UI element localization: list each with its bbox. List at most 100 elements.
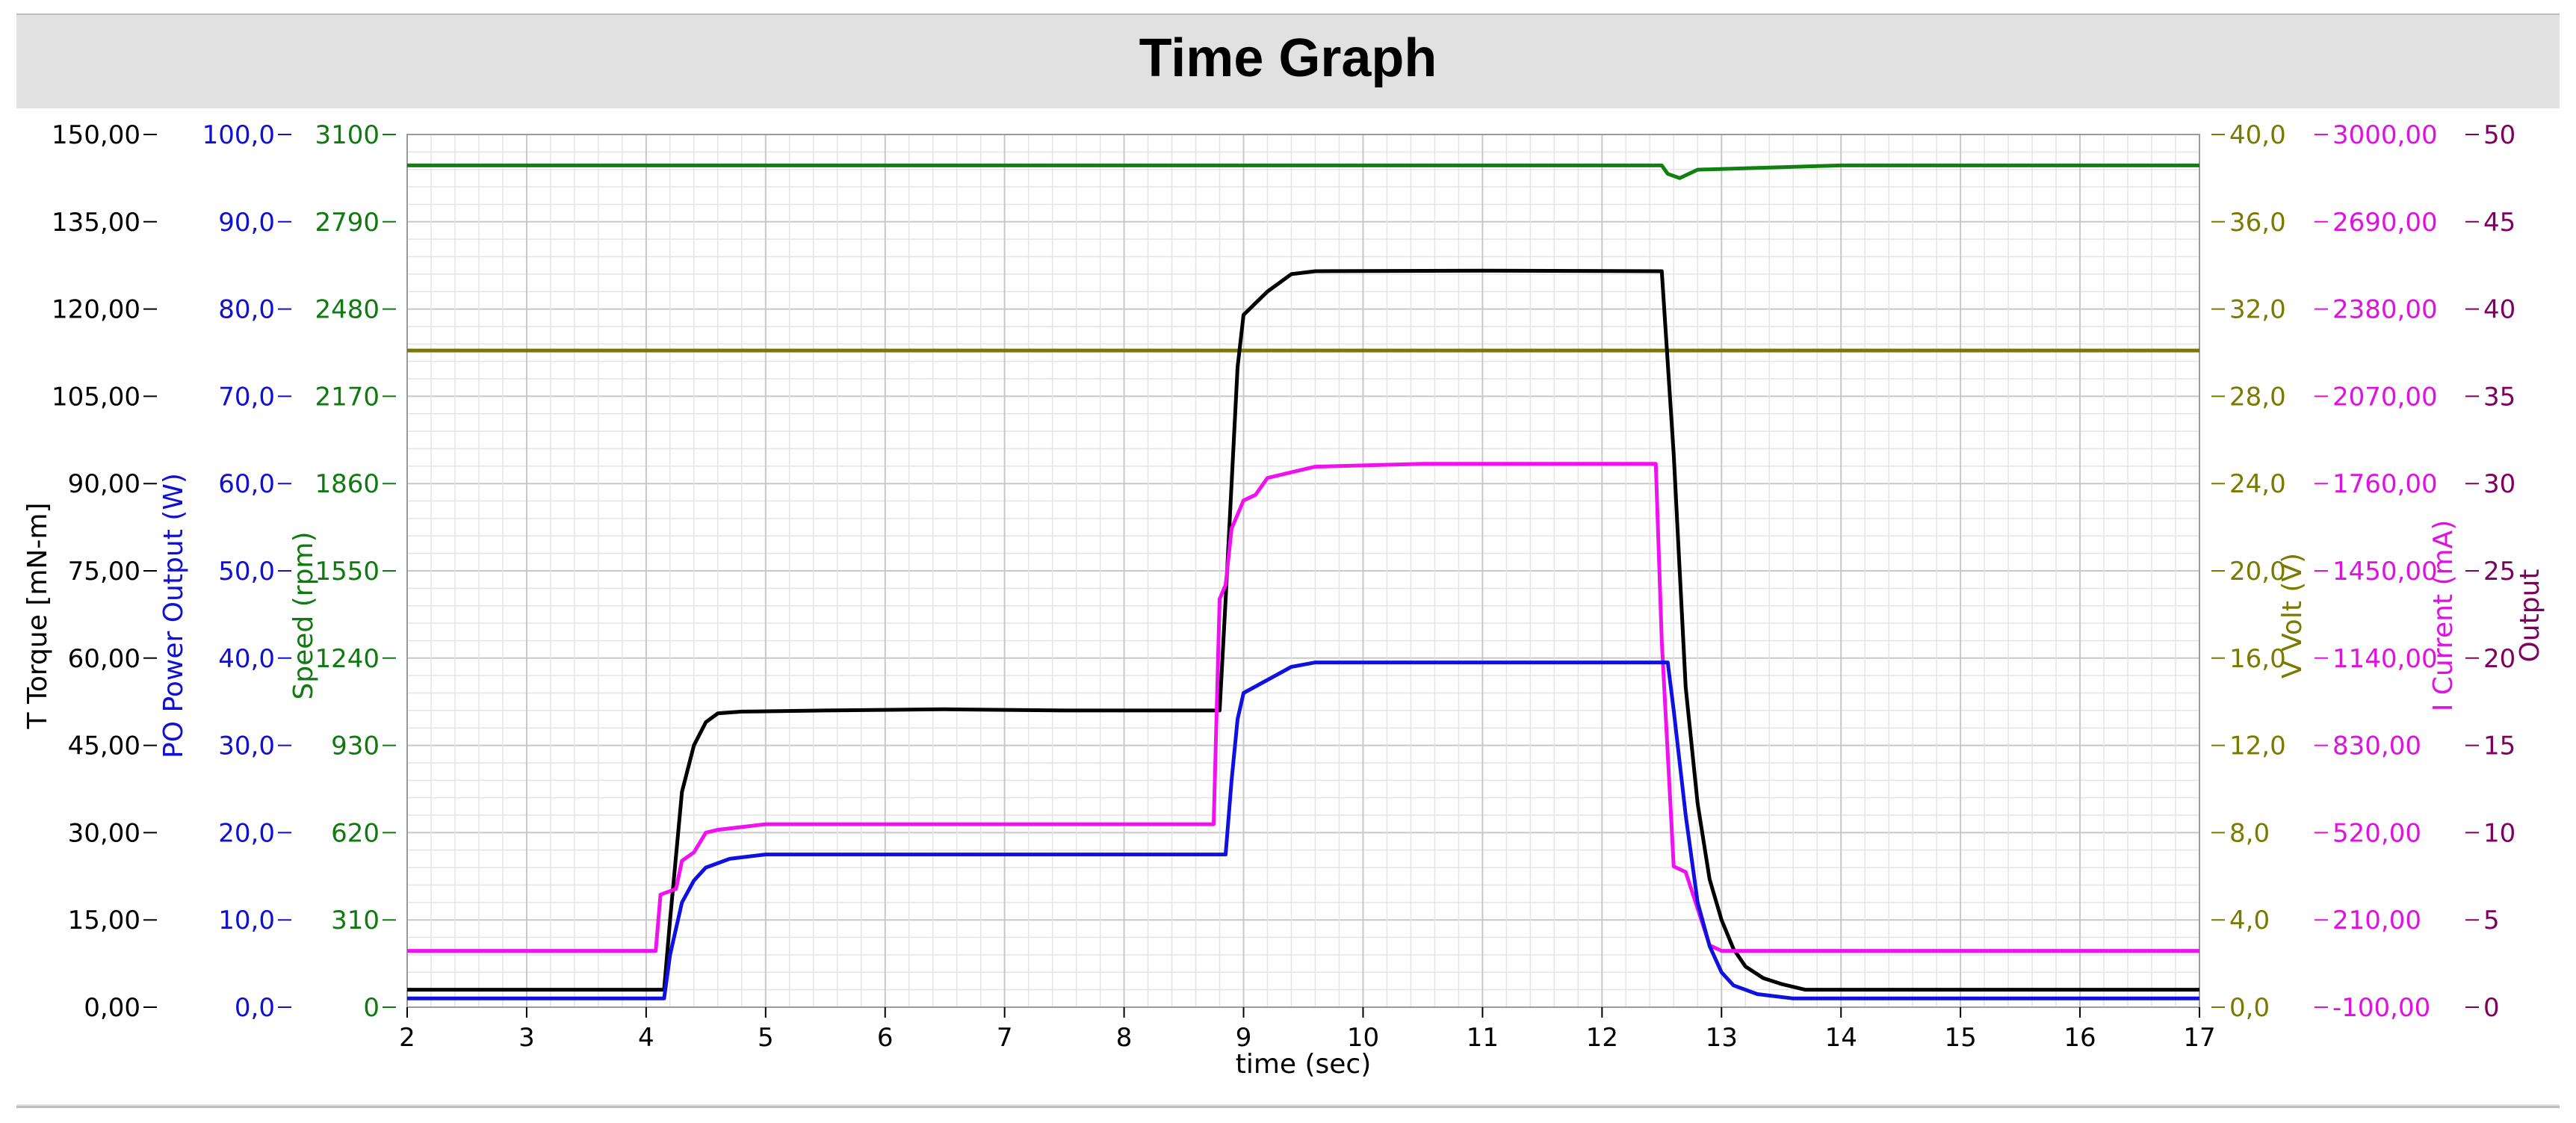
x-tick-label: 3	[518, 1023, 535, 1053]
y-tick-label: 30	[2483, 469, 2515, 499]
y-axis-title: Output	[2515, 569, 2545, 662]
series-lines	[407, 163, 2199, 1000]
y-tick-label: 2170	[315, 382, 380, 412]
y-tick-label: 25	[2483, 557, 2515, 587]
y-tick-label: 135,00	[52, 208, 140, 238]
y-tick-label: 2690,00	[2332, 208, 2438, 238]
x-axis-title: time (sec)	[1236, 1049, 1372, 1080]
y-tick-label: 70,0	[218, 382, 275, 412]
y-tick-label: 45	[2483, 208, 2515, 238]
y-tick-label: 100,0	[202, 120, 275, 150]
y-axis-speed: 0 310 620 930 1240 1550 1860 2170 2480 2790 3100 Sp…	[288, 120, 396, 1023]
x-tick-label: 17	[2183, 1023, 2215, 1053]
x-tick-label: 4	[638, 1023, 654, 1053]
x-tick-label: 9	[1236, 1023, 1252, 1053]
x-tick-label: 8	[1116, 1023, 1133, 1053]
y-tick-label: 5	[2483, 906, 2500, 935]
y-tick-label: 36,0	[2229, 208, 2286, 238]
y-tick-label: 0	[2483, 993, 2500, 1023]
y-tick-label: 24,0	[2229, 469, 2286, 499]
series-line-speed	[407, 163, 2199, 180]
y-tick-label: 30,0	[218, 731, 275, 761]
y-tick-label: 30,00	[68, 818, 140, 848]
y-tick-label: -100,00	[2332, 993, 2430, 1023]
x-tick-label: 6	[877, 1023, 894, 1053]
y-tick-label: 40	[2483, 295, 2515, 325]
y-tick-label: 4,0	[2229, 906, 2270, 935]
series-line-current	[407, 462, 2199, 953]
y-tick-label: 20,0	[2229, 557, 2286, 587]
x-tick-label: 12	[1586, 1023, 1618, 1053]
y-tick-label: 10	[2483, 818, 2515, 848]
x-tick-label: 2	[399, 1023, 415, 1053]
y-tick-label: 2380,00	[2332, 295, 2438, 325]
y-axis-torque: 0,00 15,00 30,00 45,00 60,00 75,00 90,00 105,00…	[22, 120, 157, 1023]
y-tick-label: 32,0	[2229, 295, 2286, 325]
y-tick-label: 830,00	[2332, 731, 2421, 761]
plot-border	[406, 134, 2200, 1008]
series-line-torque	[407, 268, 2199, 992]
x-tick-label: 11	[1467, 1023, 1499, 1053]
y-tick-label: 35	[2483, 382, 2515, 412]
y-axis-current: -100,00 210,00 520,00 830,00 1140,00 1450,00 1…	[2315, 120, 2459, 1023]
y-tick-label: 20	[2483, 644, 2515, 674]
x-tick-label: 5	[758, 1023, 774, 1053]
y-tick-label: 210,00	[2332, 906, 2421, 935]
y-tick-label: 2790	[315, 208, 380, 238]
y-tick-label: 10,0	[218, 906, 275, 935]
y-tick-label: 0,0	[235, 993, 275, 1023]
y-tick-label: 930	[331, 731, 380, 761]
y-tick-label: 50,0	[218, 557, 275, 587]
y-tick-label: 0,00	[84, 993, 140, 1023]
y-tick-label: 0	[363, 993, 380, 1023]
chart-title: Time Graph	[1139, 28, 1437, 88]
y-tick-label: 28,0	[2229, 382, 2286, 412]
y-tick-label: 50	[2483, 120, 2515, 150]
y-tick-label: 2480	[315, 295, 380, 325]
y-tick-label: 60,00	[68, 644, 140, 674]
y-tick-label: 120,00	[52, 295, 140, 325]
y-tick-label: 1760,00	[2332, 469, 2438, 499]
y-tick-label: 40,0	[2229, 120, 2286, 150]
x-tick-label: 14	[1825, 1023, 1857, 1053]
y-tick-label: 12,0	[2229, 731, 2286, 761]
y-tick-label: 1240	[315, 644, 380, 674]
y-tick-label: 1140,00	[2332, 644, 2438, 674]
y-tick-label: 15	[2483, 731, 2515, 761]
y-tick-label: 310	[331, 906, 380, 935]
y-tick-label: 8,0	[2229, 818, 2270, 848]
y-tick-label: 20,0	[218, 818, 275, 848]
y-axis-title: Speed (rpm)	[288, 531, 319, 699]
y-axis-output: 0 5 10 15 20 25 30 35 40 45 50 Output	[2465, 120, 2545, 1023]
x-tick-label: 10	[1347, 1023, 1379, 1053]
y-tick-label: 0,0	[2229, 993, 2270, 1023]
y-axis-title: T Torque [mN-m]	[22, 503, 53, 730]
y-tick-label: 40,0	[218, 644, 275, 674]
y-tick-label: 60,0	[218, 469, 275, 499]
y-tick-label: 75,00	[68, 557, 140, 587]
y-tick-label: 620	[331, 818, 380, 848]
y-tick-label: 1450,00	[2332, 557, 2438, 587]
x-tick-label: 7	[997, 1023, 1013, 1053]
y-tick-label: 90,00	[68, 469, 140, 499]
y-axis-power: 0,0 10,0 20,0 30,0 40,0 50,0 60,0 70,0 80,0 90,0 1…	[158, 120, 291, 1023]
y-tick-label: 3100	[315, 120, 380, 150]
y-axis-volt: 0,0 4,0 8,0 12,0 16,0 20,0 24,0 28,0 32,0 36,0 40,…	[2211, 120, 2308, 1023]
y-tick-label: 520,00	[2332, 818, 2421, 848]
y-axis-title: I Current (mA)	[2428, 520, 2459, 712]
y-axis-title: PO Power Output (W)	[158, 473, 189, 758]
x-axis: 2 3 4 5 6 7 8 9 10 11 12 13 14 15 16 17 time (sec)	[399, 1007, 2216, 1080]
y-tick-label: 90,0	[218, 208, 275, 238]
series-line-power	[407, 661, 2199, 1000]
x-tick-label: 13	[1706, 1023, 1738, 1053]
y-tick-label: 150,00	[52, 120, 140, 150]
y-tick-label: 1550	[315, 557, 380, 587]
x-tick-label: 15	[1945, 1023, 1977, 1053]
y-tick-label: 105,00	[52, 382, 140, 412]
y-axis-title: V Volt (V)	[2277, 553, 2308, 678]
y-tick-label: 16,0	[2229, 644, 2286, 674]
y-tick-label: 15,00	[68, 906, 140, 935]
y-tick-label: 1860	[315, 469, 380, 499]
x-tick-label: 16	[2063, 1023, 2096, 1053]
